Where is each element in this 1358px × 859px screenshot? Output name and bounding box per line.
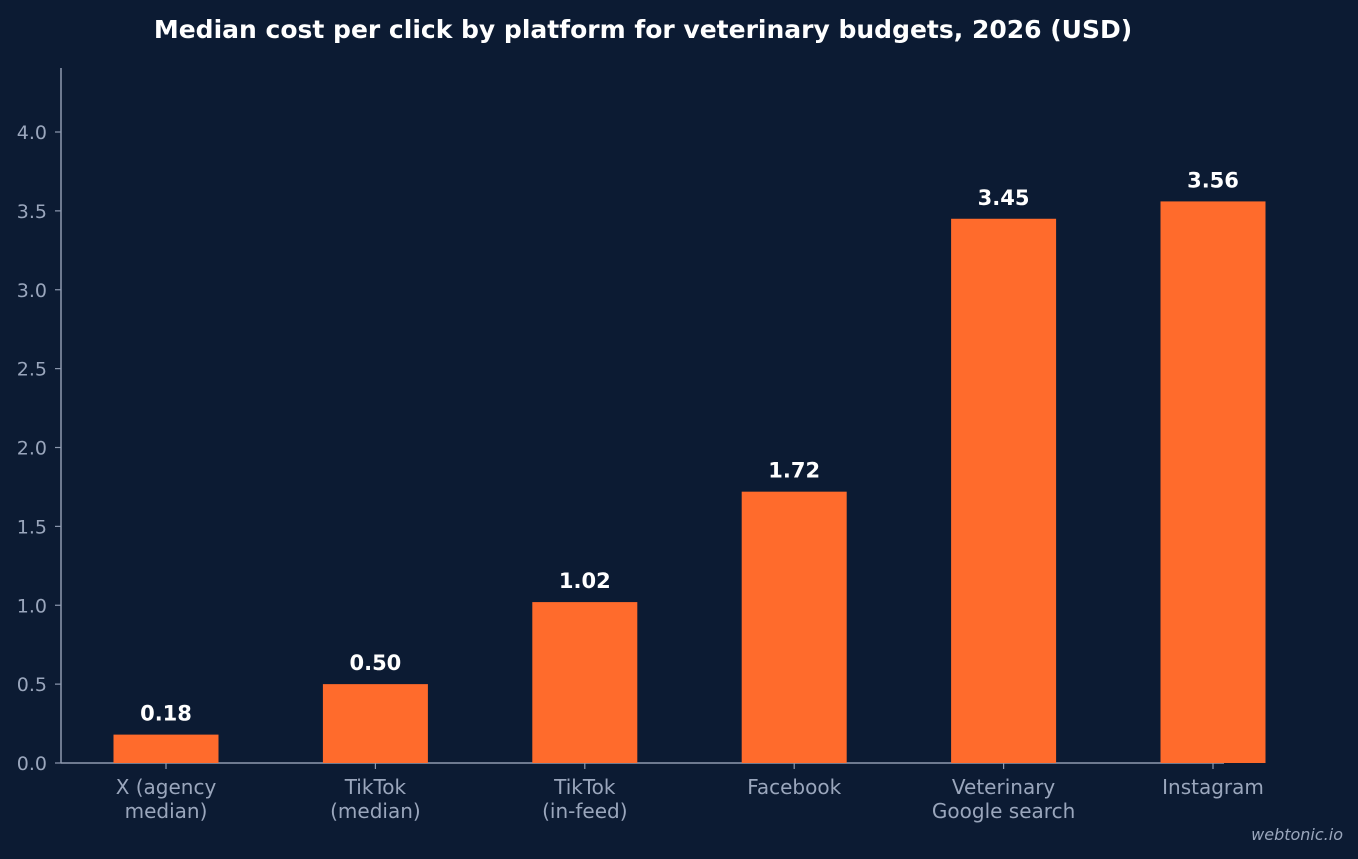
y-tick-label: 2.0 [17, 438, 47, 460]
bar [532, 602, 638, 763]
y-tick-label: 3.0 [17, 280, 47, 302]
x-tick-label: Facebook [747, 775, 841, 799]
x-tick-label: TikTok (in-feed) [542, 775, 627, 823]
x-tick-label: Veterinary Google search [932, 775, 1075, 823]
y-tick-label: 1.0 [17, 595, 47, 617]
y-tick-label: 0.0 [17, 753, 47, 775]
y-tick-label: 1.5 [17, 516, 47, 538]
data-label: 1.02 [559, 569, 611, 593]
bar [1160, 201, 1266, 763]
y-tick-label: 2.5 [17, 359, 47, 381]
bar [741, 491, 847, 763]
y-axis-ticks: 0.0 0.5 1.0 1.5 2.0 2.5 3.0 3.5 4.0 [17, 122, 61, 775]
x-axis-labels: X (agency median) TikTok (median) TikTok (in-… [116, 763, 1264, 823]
y-tick-label: 4.0 [17, 122, 47, 144]
data-label: 3.45 [978, 186, 1030, 210]
x-tick-label: X (agency median) [116, 775, 217, 823]
bar [951, 218, 1057, 763]
data-label: 1.72 [768, 459, 820, 483]
chart-title: Median cost per click by platform for ve… [154, 15, 1132, 44]
data-label: 0.18 [140, 702, 192, 726]
data-label: 0.50 [349, 651, 401, 675]
y-tick-label: 0.5 [17, 674, 47, 696]
bar [322, 684, 428, 763]
x-tick-label: Instagram [1162, 775, 1264, 799]
x-tick-label: TikTok (median) [330, 775, 421, 823]
bar [113, 734, 219, 763]
y-tick-label: 3.5 [17, 201, 47, 223]
data-label: 3.56 [1187, 168, 1239, 192]
watermark: webtonic.io [1251, 825, 1343, 844]
bars-group: 0.18 0.50 1.02 1.72 3.45 3.56 [113, 168, 1266, 763]
